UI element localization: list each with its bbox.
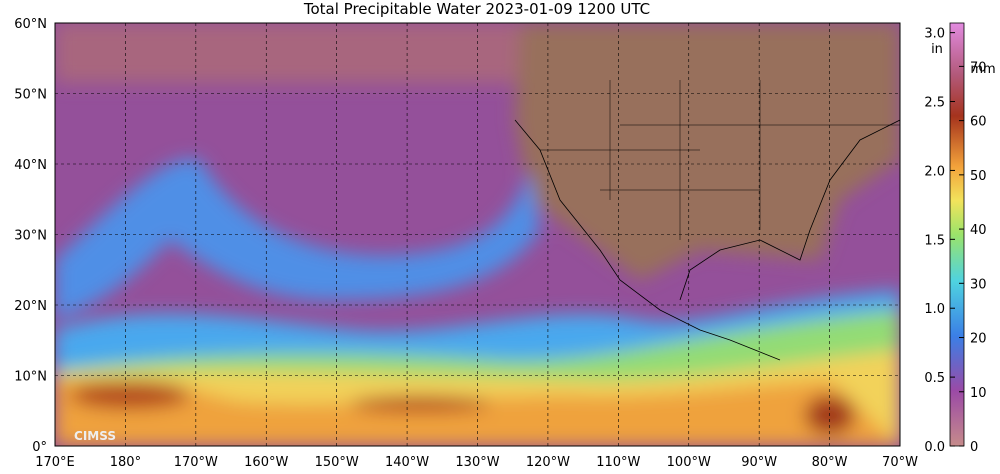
in-tick-label: 0.5 (924, 371, 945, 386)
mm-tick-label: 60 (970, 115, 987, 130)
lon-label: 170°E (35, 455, 75, 470)
colorbar (949, 22, 965, 447)
mm-tick-label: 20 (970, 332, 987, 347)
mm-tick-label: 10 (970, 386, 987, 401)
mm-tick-label: 40 (970, 223, 987, 238)
title: Total Precipitable Water 2023-01-09 1200… (303, 0, 650, 18)
graticule: 60°N 50°N 40°N 30°N 20°N 10°N 0°170°E 180° 170°W… (14, 17, 918, 470)
lon-label: 160°W (244, 455, 288, 470)
lon-label: 180° (110, 455, 141, 470)
in-tick-label: 2.0 (924, 164, 945, 179)
lat-label: 0° (32, 440, 47, 455)
lon-label: 140°W (385, 455, 429, 470)
lon-label: 130°W (455, 455, 499, 470)
lon-label: 70°W (882, 455, 918, 470)
lon-label: 100°W (667, 455, 711, 470)
mm-tick-label: 70 (970, 60, 987, 75)
mm-tick-label: 0 (970, 440, 978, 455)
colorbar-ticks: 0.0 0.5 1.0 1.5 2.0 2.5 3.0 0 10 20 30 40 50 60 70 (924, 27, 986, 455)
lat-label: 30°N (14, 229, 47, 244)
lon-label: 80°W (812, 455, 848, 470)
mm-tick-label: 50 (970, 169, 987, 184)
lat-label: 20°N (14, 299, 47, 314)
in-tick-label: 1.0 (924, 302, 945, 317)
lon-label: 110°W (596, 455, 640, 470)
in-tick-label: 3.0 (924, 27, 945, 42)
lat-label: 40°N (14, 158, 47, 173)
lon-label: 120°W (526, 455, 570, 470)
map-frame (54, 22, 901, 447)
in-tick-label: 1.5 (924, 233, 945, 248)
mm-unit: mm (970, 62, 995, 77)
logo: CIMSS (74, 429, 116, 443)
lon-label: 90°W (741, 455, 777, 470)
lat-label: 10°N (14, 370, 47, 385)
lat-label: 60°N (14, 17, 47, 32)
lat-label: 50°N (14, 88, 47, 103)
in-tick-label: 0.0 (924, 440, 945, 455)
lon-label: 170°W (174, 455, 218, 470)
lon-label: 150°W (315, 455, 359, 470)
mm-tick-label: 30 (970, 277, 987, 292)
in-unit: in (931, 42, 943, 57)
in-tick-label: 2.5 (924, 96, 945, 111)
